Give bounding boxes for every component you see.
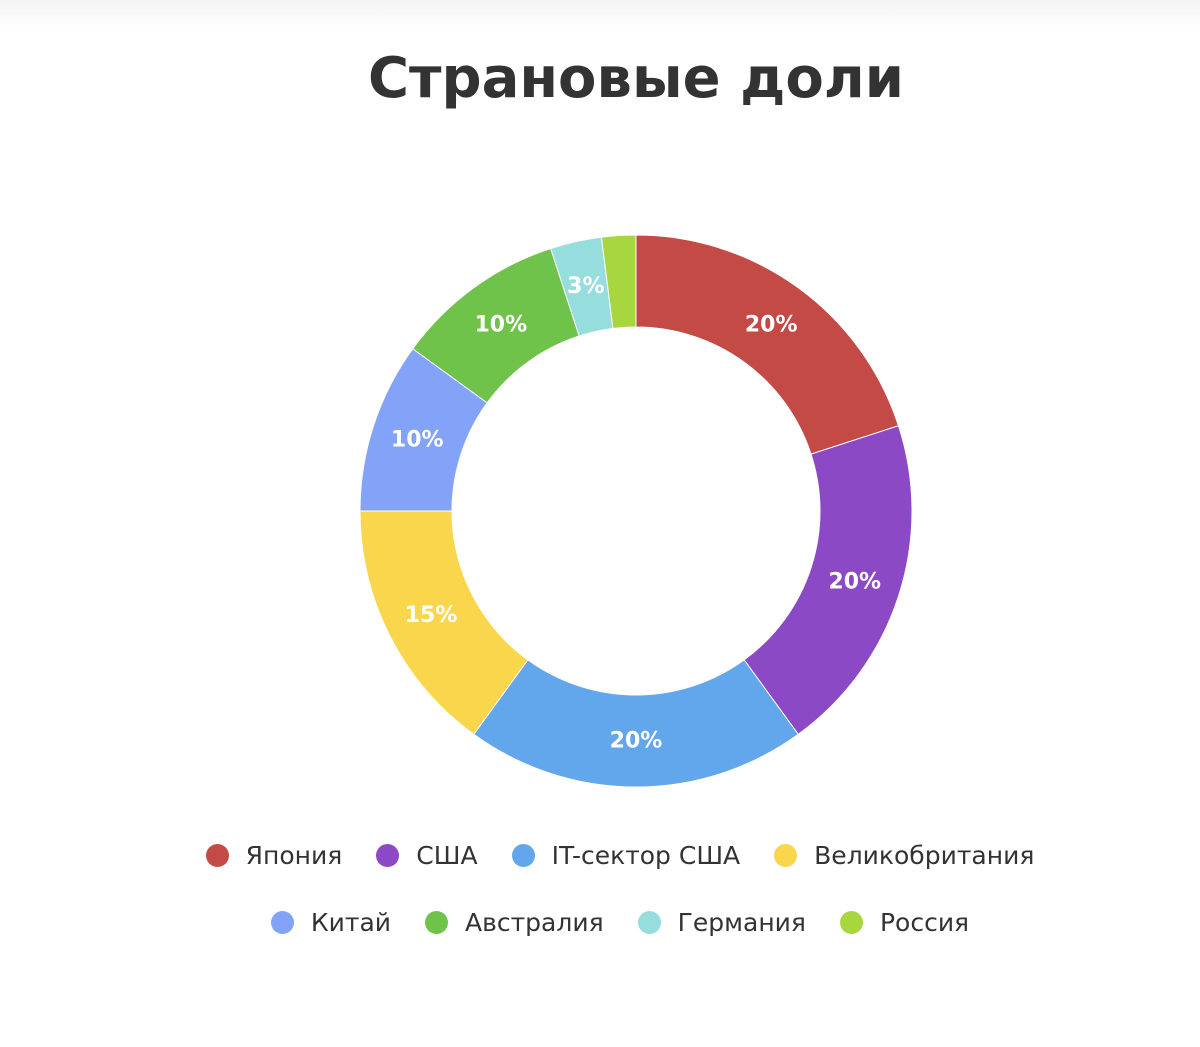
legend-item-7[interactable]: Германия: [637, 908, 806, 937]
legend-swatch-icon: [774, 844, 798, 867]
legend-item-3[interactable]: IT-сектор США: [511, 841, 741, 870]
legend-item-5[interactable]: Китай: [270, 908, 392, 937]
legend-item-4[interactable]: Великобритания: [774, 841, 1034, 870]
slice-8[interactable]: [600, 234, 637, 330]
legend-swatch-icon: [376, 844, 400, 867]
chart-title: Страновые доли: [367, 46, 905, 111]
slice-label-1: 20%: [745, 312, 798, 337]
slice-label-6: 10%: [474, 312, 527, 337]
slice-label-2: 20%: [828, 570, 881, 595]
legend-item-6[interactable]: Австралия: [425, 908, 604, 937]
legend-swatch-icon: [839, 911, 863, 934]
legend-swatch-icon: [270, 911, 294, 934]
slice-3[interactable]: [473, 659, 799, 788]
legend-label: Китай: [310, 908, 392, 937]
legend-swatch-icon: [425, 911, 449, 934]
slice-label-5: 10%: [391, 427, 444, 452]
slice-label-4: 15%: [405, 603, 458, 628]
legend-row-1: Япония США IT-сектор США Великобритания: [0, 841, 1200, 870]
legend-swatch-icon: [637, 911, 661, 934]
legend-swatch-icon: [205, 844, 229, 867]
legend-item-8[interactable]: Россия: [839, 908, 970, 937]
legend-item-2[interactable]: США: [376, 841, 478, 870]
legend-label: Россия: [879, 908, 970, 937]
browser-top-shade: [0, 0, 1200, 28]
slice-label-7: 3%: [567, 274, 604, 299]
legend-swatch-icon: [511, 844, 535, 867]
legend-label: Япония: [245, 841, 343, 870]
legend-item-1[interactable]: Япония: [205, 841, 343, 870]
legend-row-2: Китай Австралия Германия Россия: [0, 908, 1200, 937]
legend-label: США: [416, 841, 478, 870]
legend-label: IT-сектор США: [551, 841, 741, 870]
legend-label: Германия: [677, 908, 806, 937]
slice-label-3: 20%: [610, 729, 663, 754]
legend-label: Австралия: [465, 908, 604, 937]
slice-1[interactable]: [635, 234, 900, 455]
legend-label: Великобритания: [814, 841, 1035, 870]
slice-2[interactable]: [743, 425, 913, 735]
